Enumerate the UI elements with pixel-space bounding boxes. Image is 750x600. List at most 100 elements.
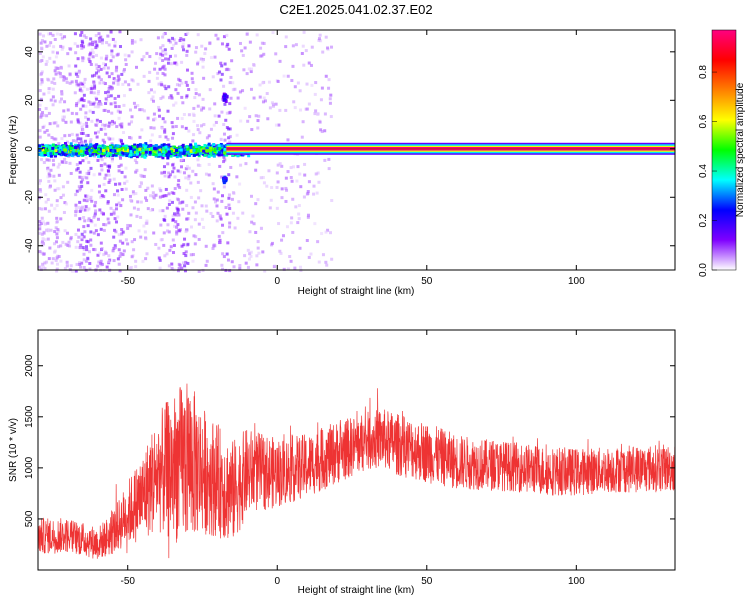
spectrogram-cell xyxy=(107,260,111,264)
spectrogram-cell xyxy=(151,191,155,195)
spectrogram-cell xyxy=(58,146,62,150)
spectrogram-cell xyxy=(166,148,170,152)
spectrogram-cell xyxy=(156,151,160,155)
spectrogram-cell xyxy=(109,59,113,63)
spectrogram-cell xyxy=(95,143,99,147)
spectrogram-cell xyxy=(319,128,323,132)
spectrogram-cell xyxy=(249,250,253,254)
spectrogram-cell xyxy=(133,143,137,147)
spectrogram-cell xyxy=(76,228,80,232)
spectrogram-cell xyxy=(120,122,124,126)
spectrogram-cell xyxy=(227,173,231,177)
spectrogram-cell xyxy=(54,240,58,244)
spectrogram-cell xyxy=(104,63,108,67)
spectrogram-cell xyxy=(103,146,107,150)
spectrogram-cell xyxy=(144,150,148,154)
spectrogram-cell xyxy=(278,59,282,63)
spectrogram-cell xyxy=(114,207,118,211)
spectrogram-cell xyxy=(135,161,139,165)
spectrogram-cell xyxy=(211,246,215,250)
spectrogram-cell xyxy=(196,62,200,66)
spectrogram-cell xyxy=(146,144,150,148)
spectrogram-cell xyxy=(157,82,161,86)
spectrogram-cell xyxy=(265,184,269,188)
spectrogram-y-tick-label: 0 xyxy=(24,146,35,152)
spectrogram-cell xyxy=(130,115,134,119)
spectrogram-cell xyxy=(178,229,182,233)
spectrogram-cell xyxy=(47,172,51,176)
spectrogram-cell xyxy=(93,131,97,135)
spectrogram-cell xyxy=(59,259,63,263)
spectrogram-cell xyxy=(199,152,203,156)
spectrogram-cell xyxy=(124,152,128,156)
spectrogram-cell xyxy=(121,151,125,155)
spectrogram-cell xyxy=(184,167,188,171)
spectrogram-cell xyxy=(99,195,103,199)
spectrogram-cell xyxy=(74,206,78,210)
spectrogram-cell xyxy=(159,223,163,227)
spectrogram-cell xyxy=(197,149,201,153)
spectrogram-cell xyxy=(128,135,132,139)
spectrogram-cell xyxy=(92,144,96,148)
spectrogram-cell xyxy=(55,267,59,271)
spectrogram-cell xyxy=(204,204,208,208)
spectrogram-cell xyxy=(126,223,130,227)
spectrogram-cell xyxy=(175,225,179,229)
spectrogram-cell xyxy=(133,148,137,152)
spectrogram-cell xyxy=(304,49,308,53)
spectrogram-cell xyxy=(182,158,186,162)
spectrogram-cell xyxy=(230,197,234,201)
spectrogram-cell xyxy=(131,149,135,153)
spectrogram-cell xyxy=(138,185,142,189)
spectrogram-cell xyxy=(196,33,200,37)
spectrogram-cell xyxy=(129,146,133,150)
spectrogram-cell xyxy=(182,171,186,175)
spectrogram-cell xyxy=(92,231,96,235)
spectrogram-cell xyxy=(186,261,190,265)
spectrogram-cell xyxy=(67,64,71,68)
spectrogram-cell xyxy=(80,39,84,43)
spectrogram-cell xyxy=(279,251,283,255)
spectrogram-cell xyxy=(86,181,90,185)
spectrogram-cell xyxy=(197,269,201,273)
spectrogram-cell xyxy=(149,126,153,130)
spectrogram-cell xyxy=(51,87,55,91)
spectrogram-cell xyxy=(96,217,100,221)
spectrogram-cell xyxy=(328,231,332,235)
spectrogram-cell xyxy=(95,97,99,101)
spectrogram-cell xyxy=(231,191,235,195)
spectrogram-cell xyxy=(130,41,134,45)
spectrogram-cell xyxy=(56,228,60,232)
spectrogram-cell xyxy=(48,150,52,154)
spectrogram-cell xyxy=(170,262,174,266)
spectrogram-cell xyxy=(106,93,110,97)
spectrogram-cell xyxy=(74,64,78,68)
spectrogram-cell xyxy=(327,78,331,82)
spectrogram-cell xyxy=(107,75,111,79)
spectrogram-cell xyxy=(317,37,321,41)
spectrogram-cell xyxy=(78,121,82,125)
spectrogram-cell xyxy=(60,90,64,94)
spectrogram-cell xyxy=(86,256,90,260)
spectrogram-cell xyxy=(161,95,165,99)
spectrogram-cell xyxy=(124,58,128,62)
spectrogram-cell xyxy=(78,161,82,165)
spectrogram-cell xyxy=(166,153,170,157)
spectrogram-cell xyxy=(324,230,328,234)
spectrogram-cell xyxy=(40,80,44,84)
spectrogram-cell xyxy=(65,231,69,235)
spectrogram-cell xyxy=(139,235,143,239)
spectrogram-cell xyxy=(52,45,56,49)
spectrogram-cell xyxy=(59,196,63,200)
spectrogram-cell xyxy=(154,242,158,246)
spectrogram-cell xyxy=(186,31,190,35)
spectrogram-cell xyxy=(141,151,145,155)
spectrogram-cell xyxy=(174,101,178,105)
spectrogram-cell xyxy=(105,54,109,58)
spectrogram-cell xyxy=(169,62,173,66)
spectrogram-cell xyxy=(149,194,153,198)
colorbar-frame xyxy=(711,29,737,271)
spectrogram-cell xyxy=(57,162,61,166)
